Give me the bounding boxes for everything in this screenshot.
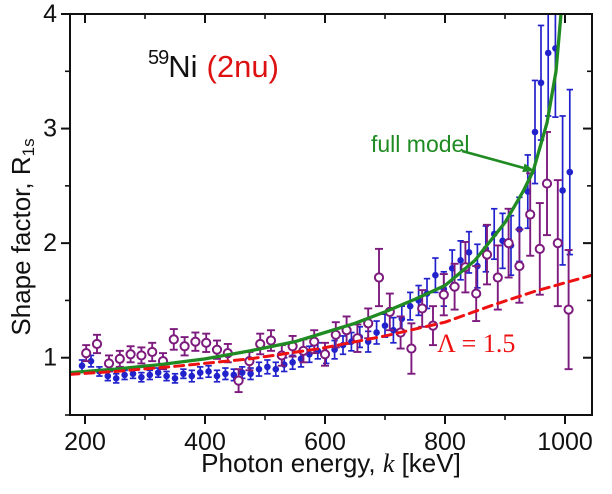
data-point <box>213 372 221 380</box>
y-tick-label: 3 <box>43 115 57 143</box>
data-point <box>438 289 449 300</box>
full-model-arrow <box>461 149 535 173</box>
decay-mode-label: (2nu) <box>206 49 279 84</box>
data-point <box>265 335 277 346</box>
data-point <box>238 369 246 376</box>
data-point <box>196 369 204 376</box>
data-point <box>147 346 158 358</box>
x-tick-label: 600 <box>304 428 346 456</box>
data-point <box>373 329 380 336</box>
data-point <box>449 281 460 292</box>
data-point <box>179 341 190 352</box>
data-point <box>531 128 539 136</box>
y-axis-title: Shape factor, R1s <box>6 138 38 335</box>
data-point <box>163 372 170 380</box>
x-tick-label: 800 <box>424 428 466 456</box>
data-point <box>201 337 212 348</box>
data-point <box>180 370 187 378</box>
data-point <box>563 304 574 315</box>
data-point <box>319 349 331 360</box>
full-model-label: full model <box>371 131 470 157</box>
data-point <box>125 349 136 360</box>
data-point <box>154 369 162 376</box>
data-point <box>264 363 271 371</box>
data-point <box>309 336 320 347</box>
data-point <box>566 168 574 176</box>
data-point <box>503 238 514 249</box>
data-point <box>537 79 545 87</box>
data-point <box>171 375 179 382</box>
x-axis-title: Photon energy, k [keV] <box>201 448 461 478</box>
y-tick-label: 4 <box>43 0 57 28</box>
data-point <box>104 372 112 380</box>
x-tick-label: 200 <box>64 428 106 456</box>
data-point <box>103 358 115 369</box>
data-point <box>138 373 145 381</box>
data-point <box>552 238 563 249</box>
data-point <box>534 243 545 254</box>
data-point <box>272 365 280 373</box>
data-point <box>481 249 493 260</box>
data-point <box>129 370 137 378</box>
data-point <box>330 329 341 340</box>
purple-open-circles-series <box>81 131 574 394</box>
y-tick-label: 2 <box>43 229 57 257</box>
data-point <box>112 375 120 382</box>
data-point <box>406 343 417 354</box>
data-point <box>87 357 95 365</box>
data-point <box>465 249 473 256</box>
x-tick-label: 400 <box>184 428 226 456</box>
isotope-symbol: Ni <box>168 49 198 84</box>
full-model-curve <box>70 14 563 375</box>
data-point <box>233 375 244 386</box>
plot-frame <box>69 13 593 416</box>
data-point <box>81 348 92 359</box>
data-point <box>188 372 196 380</box>
data-point <box>255 365 263 373</box>
data-point <box>146 371 154 379</box>
data-point <box>91 338 103 350</box>
arrowhead-icon <box>522 163 535 173</box>
data-point <box>289 358 296 366</box>
data-point <box>381 322 389 329</box>
data-point <box>222 370 229 378</box>
data-point <box>432 271 439 279</box>
lambda-label: Λ = 1.5 <box>437 329 516 358</box>
data-point <box>190 336 201 347</box>
data-point <box>541 178 553 189</box>
y-tick-label: 1 <box>43 344 57 372</box>
data-point <box>492 272 503 283</box>
data-point <box>168 334 179 345</box>
data-point <box>417 303 428 314</box>
data-point <box>136 350 147 361</box>
data-point <box>78 362 86 370</box>
data-point <box>205 368 212 375</box>
data-point <box>121 371 128 379</box>
isotope-annotation: 59Ni (2nu) <box>148 47 279 85</box>
data-point <box>559 187 566 194</box>
lambda-1.5-curve <box>70 273 592 376</box>
data-point <box>457 257 464 264</box>
data-point <box>230 371 238 379</box>
data-point <box>471 288 482 299</box>
data-point <box>211 344 223 355</box>
data-point <box>406 302 414 310</box>
isotope-mass-number: 59 <box>148 47 169 69</box>
data-point <box>114 353 125 364</box>
data-point <box>247 370 254 378</box>
data-point <box>514 260 525 272</box>
data-point <box>544 49 552 57</box>
data-point <box>373 272 385 283</box>
x-tick-label: 1000 <box>537 428 593 456</box>
data-point <box>525 209 536 220</box>
